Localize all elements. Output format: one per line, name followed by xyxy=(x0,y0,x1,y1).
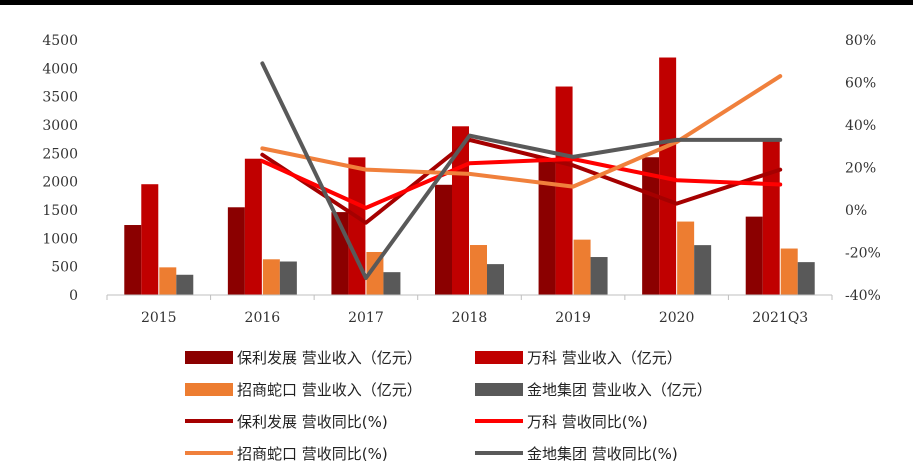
series-line xyxy=(260,61,783,280)
legend-item: 招商蛇口 营收同比(%) xyxy=(185,440,388,466)
bar xyxy=(573,239,591,295)
x-axis-tick-label: 2021Q3 xyxy=(752,310,808,326)
left-axis-tick-label: 3000 xyxy=(42,118,78,134)
series-line xyxy=(260,157,783,210)
legend-label: 招商蛇口 营收同比(%) xyxy=(237,444,388,463)
bar xyxy=(124,225,142,295)
chart-plot: 0 500 1000 1500 2000 2500 3000 3500 4000 4500 -40… xyxy=(42,33,881,326)
legend-swatch xyxy=(475,451,523,455)
x-axis-tick-label: 2020 xyxy=(659,310,695,326)
bar xyxy=(435,184,452,295)
bar xyxy=(677,221,695,295)
legend: 保利发展 营业收入（亿元） 万科 营业收入（亿元） 招商蛇口 营业收入（亿元） 金地集… xyxy=(0,340,913,473)
left-axis-tick-label: 3500 xyxy=(42,90,78,106)
left-axis-tick-label: 500 xyxy=(51,260,78,276)
bar xyxy=(797,262,815,295)
right-axis-tick-label: 40% xyxy=(845,118,876,134)
bar xyxy=(762,139,780,295)
legend-item: 金地集团 营业收入（亿元） xyxy=(475,376,712,402)
right-axis-tick-label: -20% xyxy=(845,246,881,262)
bar xyxy=(487,264,504,295)
bar xyxy=(176,274,194,295)
bar xyxy=(590,257,608,295)
legend-item: 保利发展 营收同比(%) xyxy=(185,408,388,434)
legend-swatch xyxy=(475,382,523,396)
bar xyxy=(262,259,280,295)
left-axis-tick-label: 1000 xyxy=(42,231,78,247)
right-axis-tick-label: 0% xyxy=(845,203,867,219)
legend-swatch xyxy=(185,419,233,423)
legend-item: 保利发展 营业收入（亿元） xyxy=(185,344,422,370)
left-axis-tick-label: 2000 xyxy=(42,175,78,191)
x-axis-tick-label: 2015 xyxy=(141,310,177,326)
legend-swatch xyxy=(185,350,233,364)
x-axis-tick-label: 2016 xyxy=(245,310,281,326)
legend-label: 招商蛇口 营业收入（亿元） xyxy=(237,380,422,399)
bar xyxy=(659,57,677,296)
left-axis-tick-label: 4000 xyxy=(42,61,78,77)
left-axis-tick-label: 4500 xyxy=(42,33,78,49)
bar xyxy=(227,207,245,295)
bar xyxy=(555,86,573,295)
legend-label: 金地集团 营收同比(%) xyxy=(527,444,678,463)
bar xyxy=(348,157,366,295)
legend-label: 保利发展 营收同比(%) xyxy=(237,412,388,431)
legend-item: 万科 营收同比(%) xyxy=(475,408,648,434)
x-axis-tick-label: 2019 xyxy=(555,310,591,326)
x-axis-tick-label: 2017 xyxy=(348,310,384,326)
bar xyxy=(159,267,177,295)
legend-label: 万科 营业收入（亿元） xyxy=(527,348,682,367)
legend-swatch xyxy=(475,419,523,423)
left-axis-tick-label: 1500 xyxy=(42,203,78,219)
bar xyxy=(745,216,763,295)
legend-label: 金地集团 营业收入（亿元） xyxy=(527,380,712,399)
legend-swatch xyxy=(475,350,523,364)
bar xyxy=(780,248,798,295)
bar xyxy=(538,161,556,295)
top-rule xyxy=(0,0,913,5)
bar xyxy=(694,245,712,295)
bar xyxy=(383,272,401,295)
right-axis-tick-label: -40% xyxy=(845,288,881,304)
legend-label: 万科 营收同比(%) xyxy=(527,412,648,431)
bar xyxy=(244,158,262,295)
legend-label: 保利发展 营业收入（亿元） xyxy=(237,348,422,367)
left-axis-tick-label: 0 xyxy=(69,288,78,304)
right-axis-tick-label: 60% xyxy=(845,76,876,92)
legend-item: 招商蛇口 营业收入（亿元） xyxy=(185,376,422,402)
legend-swatch xyxy=(185,451,233,455)
legend-item: 金地集团 营收同比(%) xyxy=(475,440,678,466)
series-line xyxy=(260,74,783,189)
bar xyxy=(141,184,159,295)
right-axis-tick-label: 20% xyxy=(845,161,876,177)
left-axis-tick-label: 2500 xyxy=(42,146,78,162)
legend-item: 万科 营业收入（亿元） xyxy=(475,344,682,370)
x-axis-tick-label: 2018 xyxy=(452,310,488,326)
bar xyxy=(279,261,297,295)
legend-swatch xyxy=(185,382,233,396)
right-axis-tick-label: 80% xyxy=(845,33,876,49)
bar xyxy=(470,245,487,295)
series-line xyxy=(260,137,783,225)
